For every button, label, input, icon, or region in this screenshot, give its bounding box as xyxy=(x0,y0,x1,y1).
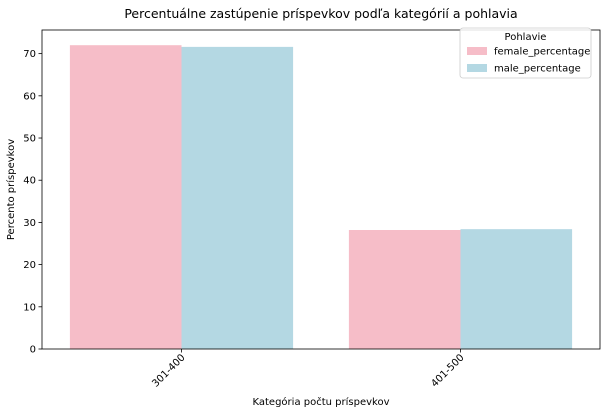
chart-title: Percentuálne zastúpenie príspevkov podľa… xyxy=(124,6,517,21)
y-tick-label: 40 xyxy=(23,176,36,187)
bar-male_percentage-301-400 xyxy=(181,46,294,350)
legend-title: Pohlavie xyxy=(505,32,547,43)
bar-female_percentage-401-500 xyxy=(348,230,461,349)
x-tick-label: 301-400 xyxy=(150,352,187,389)
legend-swatch-female_percentage xyxy=(467,47,487,55)
bar-male_percentage-401-500 xyxy=(460,229,573,349)
y-tick-label: 70 xyxy=(23,49,36,60)
y-axis-label: Percento príspevkov xyxy=(5,139,17,240)
y-tick-label: 10 xyxy=(23,302,36,313)
plot-frame xyxy=(41,29,601,350)
bar-female_percentage-301-400 xyxy=(69,45,182,349)
y-tick-label: 20 xyxy=(23,260,36,271)
y-tick-label: 60 xyxy=(23,91,36,102)
x-axis-label: Kategória počtu príspevkov xyxy=(253,396,390,408)
legend-box xyxy=(459,27,592,79)
bars-layer xyxy=(69,45,573,350)
y-tick-label: 30 xyxy=(23,218,36,229)
y-tick-label: 0 xyxy=(30,345,36,356)
legend: Pohlavie female_percentage male_percentag… xyxy=(459,27,592,79)
y-tick-label: 50 xyxy=(23,134,36,145)
legend-label-female_percentage: female_percentage xyxy=(494,47,590,58)
x-axis: 301-400 401-500 xyxy=(150,349,467,390)
x-tick-label: 401-500 xyxy=(429,352,466,389)
legend-label-male_percentage: male_percentage xyxy=(494,64,581,75)
y-axis: 0 10 20 30 40 50 60 70 xyxy=(23,49,42,356)
legend-swatch-male_percentage xyxy=(467,64,487,72)
